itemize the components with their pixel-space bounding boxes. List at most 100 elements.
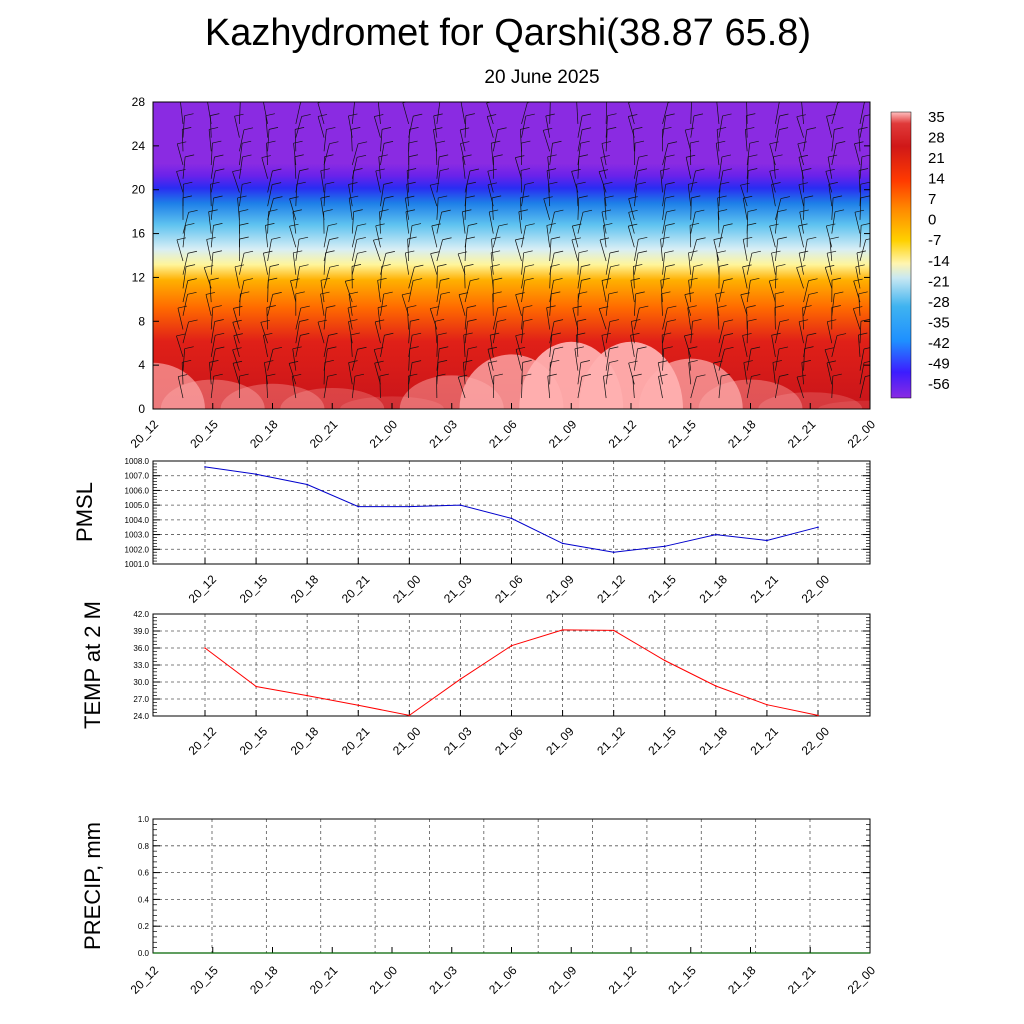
surface-warm-contour <box>220 383 325 409</box>
wind-barb-staff <box>292 348 297 371</box>
wind-barb-staff <box>317 321 325 344</box>
wind-barb-flag <box>666 209 676 213</box>
wind-barb-staff <box>598 171 607 193</box>
wind-barb-staff <box>769 171 776 193</box>
wind-barb <box>351 154 367 179</box>
precip-x-axis: 20_12 20_15 20_18 20_21 21_00 21_03 21_06 21_09… <box>128 947 878 997</box>
wind-barb <box>292 346 302 371</box>
x-tick-label: 21_21 <box>748 572 782 606</box>
wind-barb-flag <box>320 195 330 199</box>
wind-barb-staff <box>348 198 353 220</box>
wind-barb-staff <box>775 102 780 124</box>
wind-barb-staff <box>746 211 749 234</box>
wind-barb-staff <box>746 348 752 371</box>
wind-barb-staff <box>373 116 381 138</box>
wind-barb-flag <box>751 250 761 254</box>
y-tick-label: 24.0 <box>133 712 149 721</box>
wind-barb-staff <box>740 294 748 316</box>
wind-barb <box>798 250 809 275</box>
wind-barb-staff <box>181 362 184 385</box>
x-tick-label: 21_00 <box>367 963 401 997</box>
wind-barb <box>577 291 588 316</box>
y-tick-label: 1004.0 <box>125 516 150 525</box>
wind-barb-staff <box>718 225 724 248</box>
wind-barb-flag <box>215 168 225 172</box>
wind-barb-flag <box>773 154 783 158</box>
wind-barb <box>601 332 611 357</box>
wind-barb-staff <box>323 143 330 166</box>
wind-barb <box>408 264 424 289</box>
wind-barb <box>627 114 638 138</box>
wind-barb <box>775 346 789 371</box>
wind-barb <box>436 291 451 316</box>
wind-barb-flag <box>721 373 731 377</box>
wind-barb-staff <box>210 225 214 248</box>
wind-barb <box>745 113 756 138</box>
wind-barb-staff <box>460 143 466 166</box>
wind-barb-staff <box>684 335 692 358</box>
wind-barb <box>323 333 338 357</box>
wind-barb-flag <box>439 346 449 350</box>
y-tick-label: 42.0 <box>133 610 149 619</box>
wind-barb-flag <box>184 346 194 350</box>
wind-barb <box>429 182 440 207</box>
y-tick-label: 1001.0 <box>125 560 150 569</box>
wind-barb-staff <box>603 225 607 248</box>
surface-warm-contour <box>818 400 870 409</box>
wind-barb-staff <box>633 157 639 179</box>
wind-barb-staff <box>239 102 241 124</box>
wind-barb-staff <box>265 225 268 248</box>
wind-barb <box>633 236 648 262</box>
wind-barb-staff <box>182 115 185 138</box>
wind-barb-staff <box>182 253 189 275</box>
wind-barb <box>577 374 591 399</box>
wind-barb-flag <box>715 291 725 295</box>
wind-barb <box>351 346 367 371</box>
wind-barb-staff <box>599 239 607 262</box>
wind-barb-staff <box>464 184 468 207</box>
x-tick-label: 20_15 <box>237 724 271 758</box>
wind-barb <box>462 154 472 179</box>
wind-barb-staff <box>718 115 723 138</box>
wind-barb <box>577 140 590 166</box>
x-tick-label: 21_18 <box>725 963 759 997</box>
wind-barb <box>408 278 423 303</box>
wind-barb <box>718 168 733 193</box>
x-tick-label: 21_03 <box>426 963 460 997</box>
wind-barb <box>176 333 186 358</box>
wind-barb-staff <box>267 170 273 193</box>
wind-barb-flag <box>550 264 560 267</box>
wind-barb-flag <box>771 332 781 336</box>
wind-barb-flag <box>716 140 726 144</box>
wind-barb-staff <box>662 252 666 275</box>
wind-barb-staff <box>775 266 777 289</box>
wind-barb <box>320 168 330 193</box>
wind-barb <box>775 209 787 234</box>
wind-barb-flag <box>240 291 250 295</box>
wind-barb-flag <box>492 291 502 295</box>
wind-barb <box>662 195 675 220</box>
wind-barb <box>323 346 337 371</box>
wind-barb-flag <box>412 360 422 363</box>
wind-barb <box>520 127 530 152</box>
wind-barb-flag <box>269 264 280 267</box>
wind-barb-staff <box>825 225 833 248</box>
wind-barb <box>633 140 645 166</box>
wind-barb-staff <box>633 252 639 275</box>
wind-barb-flag <box>524 277 534 281</box>
y-tick-label: 0.0 <box>138 949 150 958</box>
surface-temperature-contours <box>153 341 870 409</box>
wind-barb-flag <box>632 373 642 377</box>
wind-barb-flag <box>796 265 806 268</box>
wind-barb-staff <box>460 102 466 124</box>
wind-barb <box>859 238 870 262</box>
wind-barb-flag <box>439 168 450 172</box>
wind-barb-staff <box>662 102 669 125</box>
wind-barb <box>605 102 609 124</box>
wind-barb-flag <box>576 181 586 185</box>
wind-barb-staff <box>239 184 243 207</box>
wind-barb-flag <box>384 141 394 144</box>
wind-barb <box>831 141 846 166</box>
wind-barb-staff <box>232 322 240 344</box>
wind-barb <box>831 127 844 152</box>
